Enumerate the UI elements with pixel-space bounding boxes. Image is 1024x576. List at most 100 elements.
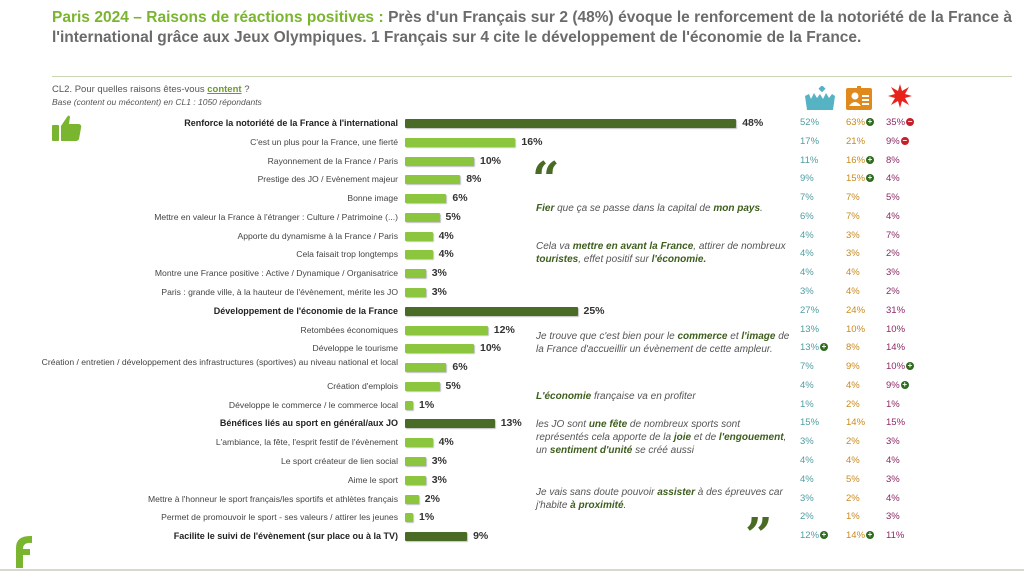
quote-segment: assister: [657, 487, 695, 498]
quote-segment: l'engouement: [718, 432, 784, 443]
segment-value-text: 1%: [886, 398, 900, 410]
bar: [405, 306, 578, 316]
bar: [405, 532, 468, 542]
title-highlight: Paris 2024 – Raisons de réactions positi…: [52, 9, 384, 26]
category-label: Renforce la notoriété de la France à l'i…: [184, 118, 398, 128]
bar: [405, 212, 440, 222]
segment-value-text: 9%: [800, 173, 814, 185]
footer-divider: [0, 569, 1024, 571]
category-label: C'est un plus pour la France, une fierté: [250, 136, 398, 147]
category-label: Bonne image: [347, 193, 398, 204]
category-label: Rayonnement de la France / Paris: [267, 155, 398, 166]
segment-value: 10% +: [886, 361, 930, 373]
question-suffix: ?: [241, 84, 250, 95]
value-label: 4%: [438, 229, 454, 242]
segment-value: 8%: [886, 155, 930, 167]
plus-icon: +: [820, 342, 829, 352]
quote-segment: les JO sont: [536, 419, 589, 430]
category-label: Création / entretien / développement des…: [41, 357, 398, 368]
value-label: 5%: [445, 210, 461, 223]
segment-value: 21%: [846, 136, 890, 148]
segment-value-text: 8%: [886, 154, 900, 166]
quote-segment: et: [727, 331, 742, 342]
segment-value-text: 4%: [800, 229, 814, 241]
bar: [405, 194, 447, 204]
category-label: Montre une France positive : Active / Dy…: [154, 268, 398, 279]
plus-icon: +: [866, 154, 875, 164]
segment-value: 4%: [800, 230, 844, 242]
category-label: Facilite le suivi de l'évènement (sur pl…: [173, 531, 398, 542]
segment-value: 4%: [800, 474, 844, 486]
quote-segment: se créé aussi: [632, 445, 694, 456]
segment-value-text: 15%: [800, 417, 820, 429]
quote-segment: et de: [691, 432, 719, 443]
bar: [405, 400, 413, 410]
plus-icon: +: [906, 361, 915, 371]
segment-value-text: 7%: [800, 192, 814, 204]
segment-value-text: 14%: [846, 530, 866, 542]
segment-value: 2%: [886, 248, 930, 260]
segment-value: 10%: [886, 324, 930, 336]
bar: [405, 231, 433, 241]
segment-value-text: 3%: [800, 492, 814, 504]
id-card-icon: [846, 86, 872, 110]
plus-icon: +: [866, 173, 875, 183]
segment-value: 52%: [800, 117, 844, 129]
category-label: Développe le tourisme: [312, 343, 398, 354]
value-label: 10%: [480, 342, 502, 355]
segment-value-text: 2%: [846, 436, 860, 448]
plus-icon: +: [900, 379, 909, 389]
segment-value-text: 17%: [800, 135, 820, 147]
segment-value: 6%: [800, 211, 844, 223]
bar: [405, 513, 413, 523]
segment-value-text: 4%: [800, 248, 814, 260]
quote-segment: de la France d'accueillir un évènement d…: [536, 331, 790, 355]
bar: [405, 156, 474, 166]
segment-value-text: 3%: [886, 511, 900, 523]
segment-value: 4%: [800, 248, 844, 260]
segment-value: 9%: [846, 361, 890, 373]
segment-value: 11%: [886, 530, 930, 542]
segment-value-text: 63%: [846, 117, 866, 128]
category-label: Développe le commerce / le commerce loca…: [228, 399, 398, 410]
quote-segment: L'économie: [536, 391, 592, 402]
segment-value-text: 4%: [886, 173, 900, 185]
category-label: Prestige des JO / Evènement majeur: [257, 174, 398, 185]
value-label: 12%: [493, 323, 515, 336]
quote-segment: touristes: [536, 254, 579, 265]
segment-value: 7%: [800, 192, 844, 204]
value-label: 48%: [742, 117, 764, 129]
segment-value-text: 5%: [886, 192, 900, 204]
quote-segment: sentiment d'unité: [549, 445, 633, 456]
category-label: Cela faisait trop longtemps: [296, 249, 398, 260]
category-label: Apporte du dynamisme à la France / Paris: [237, 230, 399, 241]
quote-segment: de nombreux sports sont représentés cela…: [536, 419, 740, 443]
segment-value: 63% +: [846, 117, 890, 129]
quote-segment: Je vais sans doute pouvoir: [536, 487, 658, 498]
segment-value: 1%: [800, 399, 844, 411]
segment-value-text: 3%: [846, 248, 860, 260]
brand-logo: [16, 536, 32, 568]
segment-value: 24%: [846, 305, 890, 317]
quote-segment: commerce: [677, 331, 728, 342]
quote-segment: .: [760, 203, 763, 214]
bar: [405, 457, 426, 467]
red-star-icon: [888, 84, 912, 108]
segment-value-text: 15%: [886, 417, 906, 429]
segment-value-text: 5%: [846, 473, 860, 485]
segment-value-text: 3%: [846, 229, 860, 241]
segment-value-text: 7%: [886, 229, 900, 241]
bar: [405, 381, 440, 391]
question-keyword: content: [207, 84, 242, 95]
bar: [405, 438, 433, 448]
segment-value: 14%: [846, 417, 890, 429]
thumbs-up-icon: [52, 115, 82, 141]
divider: [52, 76, 1012, 77]
segment-value-text: 2%: [886, 286, 900, 298]
segment-value-text: 4%: [800, 267, 814, 279]
segment-value: 13% +: [800, 342, 844, 354]
segment-value: 4%: [886, 211, 930, 223]
segment-value: 2%: [846, 399, 890, 411]
segment-value-text: 2%: [846, 492, 860, 504]
segment-value-text: 4%: [846, 455, 860, 467]
